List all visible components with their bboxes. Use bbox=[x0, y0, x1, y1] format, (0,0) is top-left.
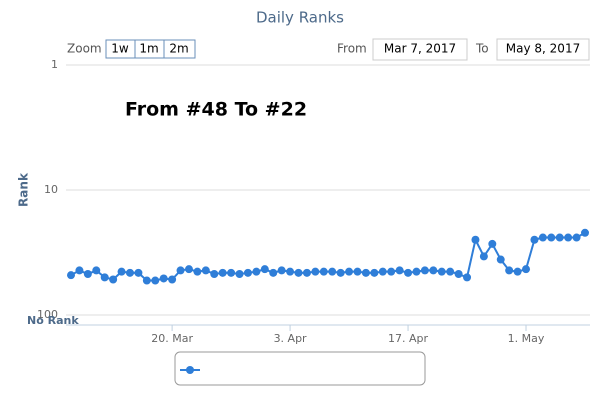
point bbox=[201, 266, 210, 275]
point bbox=[454, 270, 463, 279]
x-tick-label: 20. Mar bbox=[151, 332, 193, 345]
point bbox=[193, 267, 202, 276]
zoom-button-label[interactable]: 2m bbox=[169, 42, 188, 56]
point bbox=[235, 270, 244, 279]
point bbox=[109, 275, 118, 284]
point bbox=[243, 268, 252, 277]
point bbox=[538, 233, 547, 242]
point bbox=[92, 266, 101, 275]
point bbox=[269, 268, 278, 277]
point bbox=[429, 266, 438, 275]
point bbox=[446, 267, 455, 276]
y-tick-label: 10 bbox=[44, 183, 58, 196]
point bbox=[361, 268, 370, 277]
point bbox=[530, 235, 539, 244]
point bbox=[547, 233, 556, 242]
point bbox=[125, 268, 134, 277]
point bbox=[479, 252, 488, 261]
point bbox=[176, 266, 185, 275]
point bbox=[302, 268, 311, 277]
point bbox=[159, 274, 168, 283]
x-tick-label: 1. May bbox=[508, 332, 545, 345]
point bbox=[412, 267, 421, 276]
point bbox=[218, 268, 227, 277]
from-label: From bbox=[337, 42, 367, 56]
point bbox=[378, 267, 387, 276]
point bbox=[134, 268, 143, 277]
x-tick-label: 17. Apr bbox=[388, 332, 428, 345]
point bbox=[370, 268, 379, 277]
from-value[interactable]: Mar 7, 2017 bbox=[384, 42, 456, 56]
point bbox=[404, 268, 413, 277]
point bbox=[210, 270, 219, 279]
annotation: From #48 To #22 bbox=[125, 99, 307, 121]
to-label: To bbox=[475, 42, 489, 56]
point bbox=[387, 267, 396, 276]
zoom-label: Zoom bbox=[67, 42, 102, 56]
point bbox=[395, 266, 404, 275]
zoom-buttons: 1w 1m 2m bbox=[105, 39, 196, 59]
point bbox=[67, 271, 75, 280]
point bbox=[100, 273, 109, 282]
point bbox=[463, 273, 472, 282]
point bbox=[75, 266, 84, 275]
point bbox=[328, 267, 337, 276]
point bbox=[555, 233, 564, 242]
point bbox=[83, 270, 92, 279]
point bbox=[117, 267, 126, 276]
point bbox=[336, 268, 345, 277]
legend bbox=[174, 351, 426, 386]
point bbox=[227, 268, 236, 277]
y-tick-label: 1 bbox=[51, 58, 58, 71]
point bbox=[294, 268, 303, 277]
point bbox=[252, 267, 261, 276]
point bbox=[581, 228, 589, 237]
to-input[interactable] bbox=[496, 38, 590, 61]
point bbox=[437, 267, 446, 276]
y-tick-label: 100 bbox=[37, 308, 58, 321]
point bbox=[505, 266, 514, 275]
point bbox=[564, 233, 573, 242]
zoom-button-label[interactable]: 1m bbox=[139, 42, 158, 56]
chart-title: Daily Ranks bbox=[256, 9, 344, 27]
point bbox=[319, 267, 328, 276]
point bbox=[151, 276, 160, 285]
legend-marker bbox=[186, 366, 194, 374]
zoom-button[interactable] bbox=[163, 39, 196, 59]
point bbox=[260, 265, 269, 274]
point bbox=[142, 276, 151, 285]
zoom-button-label[interactable]: 1w bbox=[111, 42, 129, 56]
point bbox=[345, 267, 354, 276]
point bbox=[513, 267, 522, 276]
x-tick-label: 3. Apr bbox=[274, 332, 307, 345]
point bbox=[496, 255, 505, 264]
point bbox=[488, 239, 497, 248]
point bbox=[286, 267, 295, 276]
to-value[interactable]: May 8, 2017 bbox=[506, 42, 580, 56]
point bbox=[168, 275, 177, 284]
point bbox=[184, 265, 193, 274]
point bbox=[277, 266, 286, 275]
from-input[interactable] bbox=[372, 38, 468, 61]
point bbox=[522, 265, 531, 274]
point bbox=[420, 266, 429, 275]
point bbox=[353, 267, 362, 276]
no-rank-label: No Rank bbox=[27, 314, 79, 327]
point bbox=[572, 233, 581, 242]
y-axis-title: Rank bbox=[17, 172, 31, 207]
point bbox=[311, 267, 320, 276]
point bbox=[471, 235, 480, 244]
